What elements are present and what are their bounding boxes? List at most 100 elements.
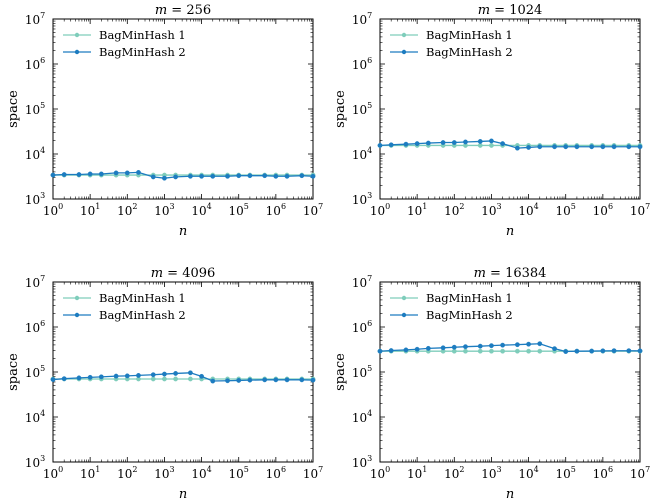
series-2-point [61, 376, 67, 382]
x-tick-label: 100 [370, 202, 390, 218]
series-2-point [162, 371, 167, 377]
series-2-point [273, 377, 279, 383]
x-tick-exponent: 1 [422, 202, 427, 211]
series-2-point [589, 348, 595, 354]
legend-label-2: BagMinHash 2 [99, 308, 186, 322]
series-1-point [173, 376, 179, 382]
legend-marker-2 [401, 49, 407, 55]
legend-marker-1 [74, 295, 80, 301]
series-2-point [150, 174, 156, 180]
y-axis-label: space [6, 353, 21, 391]
y-tick-exponent: 7 [367, 274, 372, 283]
series-2-point [225, 378, 230, 384]
chart-title: m = 256 [155, 3, 211, 18]
series-2-point [150, 372, 156, 378]
legend-marker-1 [401, 295, 407, 301]
chart-title: m = 4096 [151, 266, 216, 281]
series-2-point [574, 348, 580, 354]
x-tick-label: 107 [630, 465, 650, 481]
x-tick-label: 102 [117, 465, 137, 481]
x-tick-label: 101 [80, 202, 100, 218]
y-tick-exponent: 6 [40, 319, 45, 328]
y-tick-exponent: 5 [367, 101, 372, 110]
series-1-point [489, 348, 494, 354]
series-2-point [262, 173, 268, 179]
series-2-point [600, 348, 606, 354]
series-2-point [87, 374, 93, 380]
chart-title-variable: m [478, 3, 490, 18]
series-2-point [284, 173, 290, 179]
series-2-point [199, 173, 204, 179]
series-2-point [403, 347, 409, 353]
x-tick-exponent: 5 [244, 465, 249, 474]
series-2-point [98, 374, 104, 380]
series-2-point [626, 144, 632, 150]
x-tick-exponent: 3 [497, 465, 502, 474]
x-tick-exponent: 0 [385, 465, 390, 474]
y-tick-exponent: 7 [40, 11, 45, 20]
x-tick-exponent: 2 [132, 465, 137, 474]
x-tick-label: 102 [117, 202, 137, 218]
series-2-point [477, 139, 483, 144]
legend-label-1: BagMinHash 1 [99, 291, 186, 305]
legend-label-2: BagMinHash 2 [426, 45, 513, 59]
series-2-point [284, 377, 290, 383]
chart-title: m = 1024 [478, 3, 543, 18]
chart-title-value: = 4096 [163, 266, 215, 281]
series-2-point [589, 144, 595, 150]
series-2-point [537, 144, 543, 150]
plot-area [52, 281, 314, 463]
y-axis-label: space [6, 90, 21, 128]
series-2-point [299, 377, 305, 383]
legend-marker-2 [74, 49, 80, 55]
series-2-line [52, 171, 314, 179]
x-tick-exponent: 4 [534, 465, 539, 474]
y-axis-label: space [333, 353, 348, 391]
series-1-point [162, 376, 167, 382]
chart-title: m = 16384 [474, 266, 547, 281]
x-tick-label: 106 [593, 465, 613, 481]
x-tick-exponent: 6 [281, 202, 286, 211]
series-2-point [637, 348, 643, 354]
series-2-point [600, 144, 606, 150]
x-tick-exponent: 5 [244, 202, 249, 211]
x-tick-exponent: 7 [645, 465, 650, 474]
x-tick-label: 106 [593, 202, 613, 218]
x-tick-exponent: 4 [534, 202, 539, 211]
chart-title-variable: m [155, 3, 167, 18]
y-tick-label: 104 [25, 146, 45, 162]
y-tick-label: 107 [25, 274, 45, 290]
x-tick-exponent: 2 [459, 202, 464, 211]
y-tick-exponent: 6 [40, 56, 45, 65]
y-tick-exponent: 3 [40, 191, 45, 200]
x-tick-label: 104 [518, 202, 538, 218]
y-tick-label: 105 [25, 364, 45, 380]
y-tick-exponent: 5 [40, 364, 45, 373]
series-2-point [136, 170, 141, 175]
chart-title-variable: m [474, 266, 486, 281]
series-2-point [377, 348, 383, 354]
series-2-point [403, 141, 409, 147]
series-1-point [537, 348, 543, 354]
x-tick-exponent: 4 [207, 202, 212, 211]
x-tick-label: 105 [229, 465, 249, 481]
y-tick-exponent: 6 [367, 56, 372, 65]
chart-title-value: = 1024 [490, 3, 542, 18]
series-2-point [489, 343, 494, 349]
x-tick-label: 103 [481, 202, 501, 218]
series-2-point [514, 145, 520, 151]
series-2-point [87, 171, 93, 177]
x-tick-exponent: 7 [645, 202, 650, 211]
series-2-point [500, 342, 506, 348]
x-tick-label: 107 [303, 202, 323, 218]
series-2-point [552, 144, 557, 150]
series-2-point [626, 348, 632, 354]
series-2-point [414, 346, 420, 352]
y-tick-label: 104 [352, 146, 372, 162]
x-tick-exponent: 3 [170, 465, 175, 474]
series-2-point [187, 173, 193, 179]
series-2-point [236, 378, 242, 383]
series-2-point [388, 348, 394, 353]
